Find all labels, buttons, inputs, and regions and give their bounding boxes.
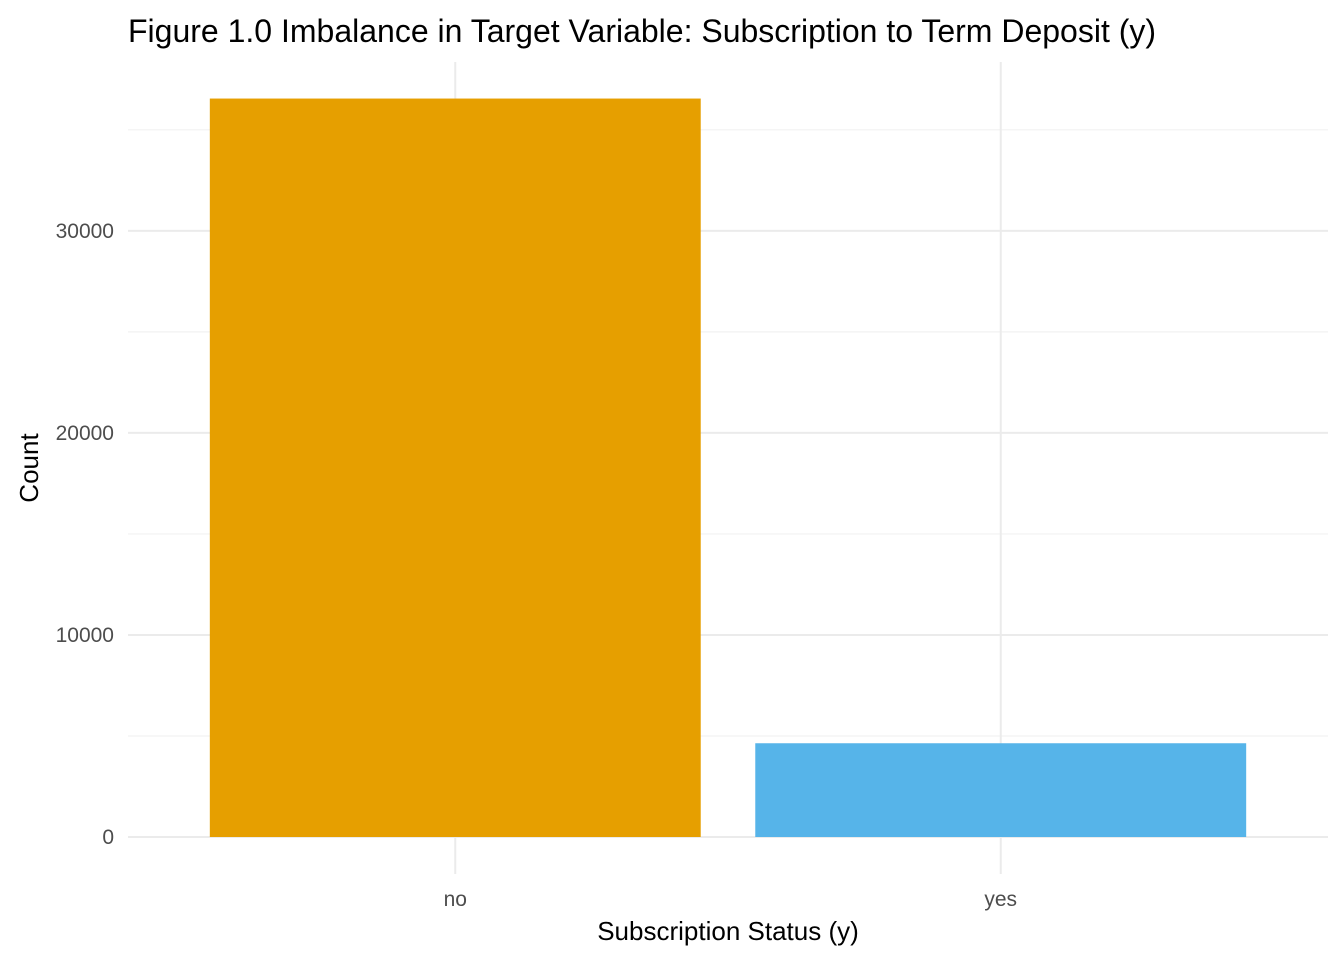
chart-title: Figure 1.0 Imbalance in Target Variable:…: [128, 13, 1156, 49]
x-tick-label: yes: [984, 888, 1017, 911]
x-axis-title: Subscription Status (y): [597, 916, 859, 946]
bars: [209, 98, 1247, 837]
y-axis-title: Count: [14, 433, 44, 503]
x-tick-label: no: [444, 888, 467, 911]
y-tick-label: 10000: [56, 624, 114, 647]
bar-yes: [755, 743, 1247, 837]
x-axis-tick-labels: no yes: [444, 888, 1017, 911]
bar-no: [209, 98, 701, 837]
y-tick-label: 0: [102, 826, 114, 849]
y-tick-label: 30000: [56, 220, 114, 243]
y-tick-label: 20000: [56, 422, 114, 445]
y-axis-tick-labels: 0 10000 20000 30000: [56, 220, 114, 849]
